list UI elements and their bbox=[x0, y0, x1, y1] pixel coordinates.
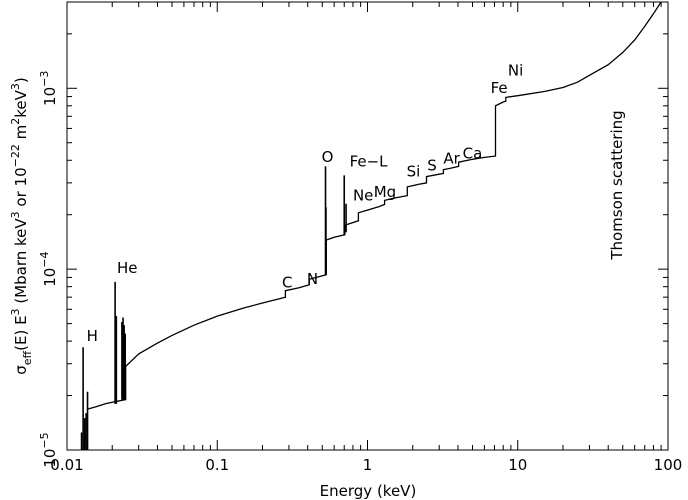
cross-section-curve bbox=[86, 1, 662, 410]
y-label-text6: ) bbox=[12, 77, 30, 83]
y-label-sigma: σ bbox=[12, 365, 30, 375]
edge-spikes bbox=[80, 166, 347, 450]
element-label: Ca bbox=[463, 144, 483, 162]
x-tick-label: 1 bbox=[363, 456, 373, 474]
x-tick-labels: 0.01 0.1 1 10 100 bbox=[50, 456, 682, 474]
minor-ticks bbox=[67, 1, 668, 450]
element-label: Ar bbox=[443, 149, 460, 167]
element-label: O bbox=[322, 148, 334, 166]
x-tick-label: 10 bbox=[508, 456, 527, 474]
y-label-text4: m bbox=[12, 125, 30, 144]
y-tick-label: 10−5 bbox=[38, 432, 59, 467]
y-axis-label: σeff(E) E3 (Mbarn keV3 or 10−22 m2keV3) bbox=[9, 77, 34, 375]
element-label: Si bbox=[407, 163, 421, 181]
element-label: He bbox=[117, 259, 138, 277]
thomson-scattering-label: Thomson scattering bbox=[608, 110, 626, 260]
y-label-sub: eff bbox=[21, 350, 34, 365]
element-label: Fe bbox=[491, 79, 508, 97]
element-label: C bbox=[282, 274, 292, 292]
element-label: Mg bbox=[374, 183, 396, 201]
y-label-text5: keV bbox=[12, 89, 30, 117]
element-label: N bbox=[307, 270, 318, 288]
element-label: S bbox=[427, 157, 437, 175]
major-ticks bbox=[66, 2, 669, 451]
y-label-text2: (Mbarn keV bbox=[12, 218, 30, 309]
y-label-text3: or 10 bbox=[12, 167, 30, 211]
y-label-sup4: 2 bbox=[9, 118, 22, 125]
y-tick-labels: 10−5 10−4 10−3 bbox=[38, 71, 59, 468]
plot-frame bbox=[66, 1, 669, 451]
element-label: Fe−L bbox=[350, 152, 389, 170]
y-tick-label: 10−4 bbox=[38, 251, 59, 286]
y-label-sup3: −22 bbox=[9, 144, 22, 167]
x-tick-label: 0.1 bbox=[205, 456, 229, 474]
element-label: Ne bbox=[353, 186, 373, 204]
y-tick-label: 10−3 bbox=[38, 71, 59, 106]
y-label-sup5: 3 bbox=[9, 83, 22, 90]
x-axis-label: Energy (keV) bbox=[320, 482, 417, 500]
y-label-sup2: 3 bbox=[9, 211, 22, 218]
element-label: Ni bbox=[508, 61, 523, 79]
element-label: H bbox=[87, 327, 98, 345]
series-layer bbox=[86, 1, 662, 410]
y-label-mid: (E) E bbox=[12, 315, 30, 350]
y-label-sup1: 3 bbox=[9, 308, 22, 315]
x-tick-label: 0.01 bbox=[50, 456, 83, 474]
x-tick-label: 100 bbox=[654, 456, 683, 474]
